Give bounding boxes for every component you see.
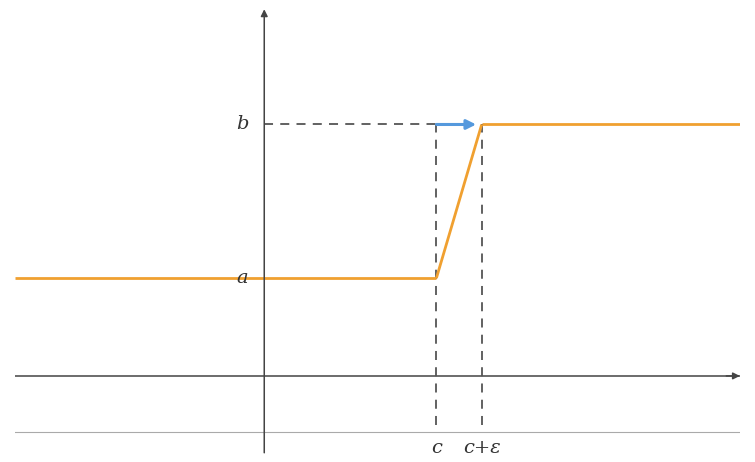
Text: c+ε: c+ε xyxy=(463,439,501,457)
Text: c: c xyxy=(431,439,442,457)
Text: b: b xyxy=(236,116,248,134)
Text: a: a xyxy=(237,269,248,287)
